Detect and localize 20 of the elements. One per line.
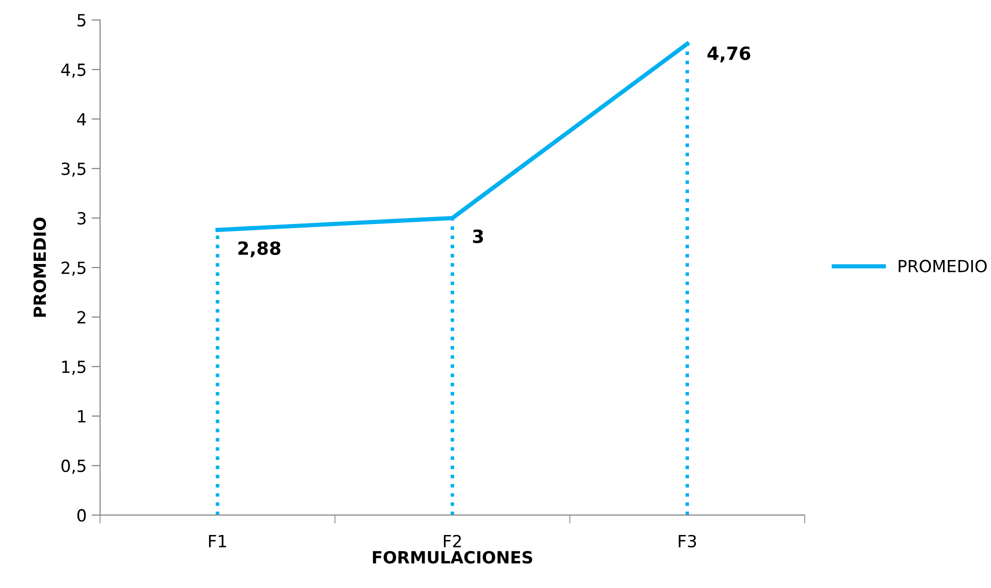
data-label: 3 [473, 229, 483, 244]
x-tick-label: F3 [678, 534, 696, 548]
data-label: 4,76 [708, 46, 750, 62]
y-tick-label: 2,5 [62, 262, 86, 276]
y-tick-label: 5 [78, 14, 86, 27]
y-tick-label: 3 [78, 212, 86, 225]
y-tick-label: 0 [77, 509, 86, 522]
x-tick-label: F2 [444, 534, 461, 548]
y-tick-label: 3,5 [62, 162, 86, 177]
y-tick-label: 1 [78, 410, 86, 422]
x-axis-title: FORMULACIONES [372, 550, 532, 564]
y-tick-label: 1,5 [62, 360, 86, 375]
data-label: 2,88 [238, 241, 280, 258]
legend-label: PROMEDIO [898, 260, 987, 272]
y-tick-label: 0,5 [61, 460, 86, 474]
x-tick-label: F1 [209, 535, 226, 548]
y-tick-label: 2 [78, 311, 86, 324]
y-axis-title: PROMEDIO [33, 218, 46, 317]
y-tick-label: 4,5 [61, 64, 86, 78]
y-tick-label: 4 [77, 113, 86, 126]
